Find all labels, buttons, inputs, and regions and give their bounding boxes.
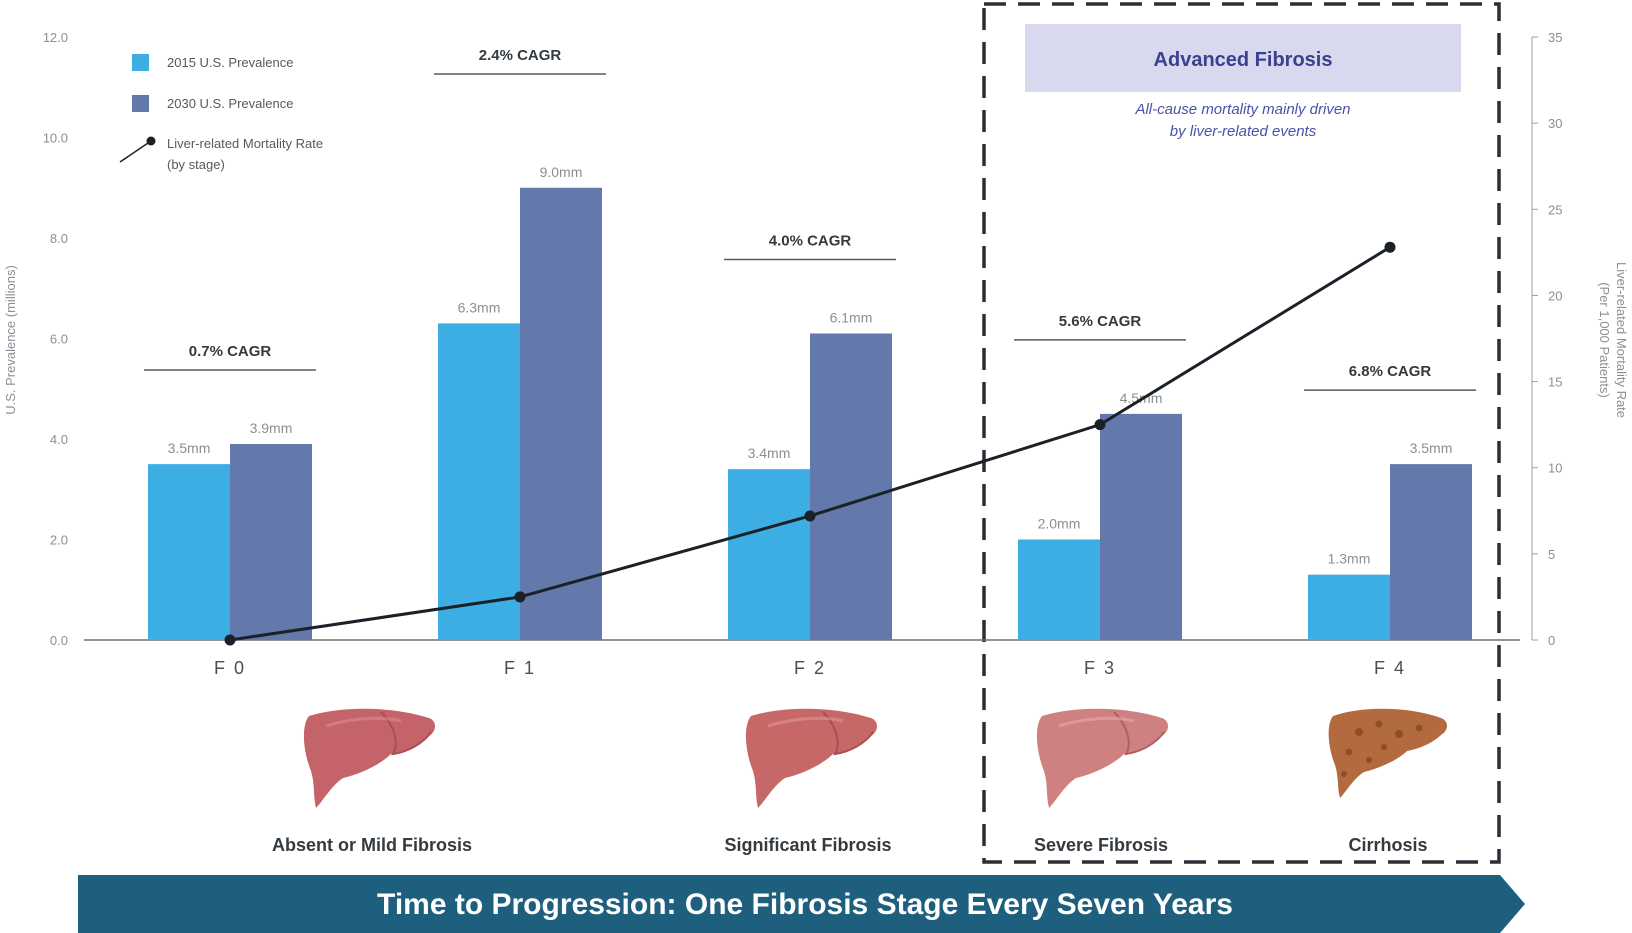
stage-label-cirrhosis: Cirrhosis xyxy=(1348,835,1427,855)
bar-2030 xyxy=(520,187,602,640)
y2-tick-label: 30 xyxy=(1548,116,1562,131)
bar-2030 xyxy=(1100,413,1182,640)
y2-tick-label: 20 xyxy=(1548,288,1562,303)
y-tick-label: 2.0 xyxy=(50,533,68,548)
y-axis-title: U.S. Prevalence (millions) xyxy=(3,265,18,415)
data-label: 3.9mm xyxy=(250,420,293,436)
advanced-fibrosis-subtitle-1: All-cause mortality mainly driven xyxy=(1134,101,1350,118)
y-tick-label: 4.0 xyxy=(50,432,68,447)
bar-2015 xyxy=(1018,539,1100,640)
x-tick-label: F 2 xyxy=(794,658,826,678)
mortality-point xyxy=(514,591,526,603)
mortality-point xyxy=(804,510,816,522)
y-tick-label: 12.0 xyxy=(43,30,68,45)
liver-healthy-icon xyxy=(303,708,436,808)
liver-severe-icon xyxy=(1036,708,1168,808)
y2-tick-label: 0 xyxy=(1548,633,1555,648)
y2-tick-label: 5 xyxy=(1548,547,1555,562)
y-tick-label: 0.0 xyxy=(50,633,68,648)
legend-line-swatch xyxy=(119,140,152,163)
stage-label-significant: Significant Fibrosis xyxy=(724,835,891,855)
y2-tick-label: 15 xyxy=(1548,375,1562,390)
liver-fibrotic-icon xyxy=(745,708,877,808)
stage-label-absent-mild: Absent or Mild Fibrosis xyxy=(272,835,472,855)
progression-banner xyxy=(78,875,1525,933)
mortality-point xyxy=(1384,241,1396,253)
stage-label-severe: Severe Fibrosis xyxy=(1034,835,1168,855)
y-tick-label: 10.0 xyxy=(43,131,68,146)
y2-axis-title-1: Liver-related Mortality Rate xyxy=(1614,262,1629,418)
advanced-fibrosis-box xyxy=(1025,24,1461,92)
bar-2030 xyxy=(230,444,312,640)
advanced-fibrosis-region xyxy=(982,2,1501,864)
mortality-point xyxy=(1094,419,1106,431)
advanced-fibrosis-subtitle-2: by liver-related events xyxy=(1170,123,1317,140)
y2-tick-label: 10 xyxy=(1548,461,1562,476)
y2-axis-title-2: (Per 1,000 Patients) xyxy=(1597,282,1612,398)
progression-banner-text: Time to Progression: One Fibrosis Stage … xyxy=(377,888,1233,921)
x-tick-label: F 1 xyxy=(504,658,536,678)
bar-2030 xyxy=(1390,464,1472,640)
cagr-label: 2.4% CAGR xyxy=(479,47,562,64)
y2-tick-label: 35 xyxy=(1548,30,1562,45)
cagr-label: 5.6% CAGR xyxy=(1059,313,1142,330)
legend-label-line-sub: (by stage) xyxy=(167,157,225,172)
x-tick-label: F 0 xyxy=(214,658,246,678)
y-tick-label: 8.0 xyxy=(50,231,68,246)
legend-label-2015: 2015 U.S. Prevalence xyxy=(167,55,293,70)
data-label: 6.1mm xyxy=(830,309,873,325)
data-label: 1.3mm xyxy=(1328,551,1371,567)
bar-2030 xyxy=(810,333,892,640)
legend-swatch-2030 xyxy=(132,95,149,112)
data-label: 3.5mm xyxy=(1410,440,1453,456)
x-tick-label: F 3 xyxy=(1084,658,1116,678)
data-label: 3.5mm xyxy=(168,440,211,456)
y2-tick-label: 25 xyxy=(1548,202,1562,217)
data-label: 3.4mm xyxy=(748,445,791,461)
legend-line-marker xyxy=(146,136,156,146)
legend-label-line: Liver-related Mortality Rate xyxy=(167,136,323,151)
bar-2015 xyxy=(728,469,810,640)
bar-2015 xyxy=(148,464,230,640)
cagr-label: 0.7% CAGR xyxy=(189,343,272,360)
y-tick-label: 6.0 xyxy=(50,332,68,347)
cagr-label: 6.8% CAGR xyxy=(1349,363,1432,380)
chart-marks: 0.0 2.0 4.0 6.0 8.0 10.0 12.0 0 5 10 15 20 25 30 35 3.5… xyxy=(43,30,1563,678)
data-label: 2.0mm xyxy=(1038,516,1081,532)
legend-label-2030: 2030 U.S. Prevalence xyxy=(167,96,293,111)
bar-2015 xyxy=(438,323,520,640)
data-label: 6.3mm xyxy=(458,299,501,315)
mortality-point xyxy=(224,634,236,646)
legend-swatch-2015 xyxy=(132,54,149,71)
cagr-label: 4.0% CAGR xyxy=(769,232,852,249)
x-tick-label: F 4 xyxy=(1374,658,1406,678)
bar-2015 xyxy=(1308,574,1390,640)
liver-cirrhotic-icon xyxy=(1328,708,1447,798)
data-label: 9.0mm xyxy=(540,164,583,180)
advanced-fibrosis-title: Advanced Fibrosis xyxy=(1154,49,1333,71)
